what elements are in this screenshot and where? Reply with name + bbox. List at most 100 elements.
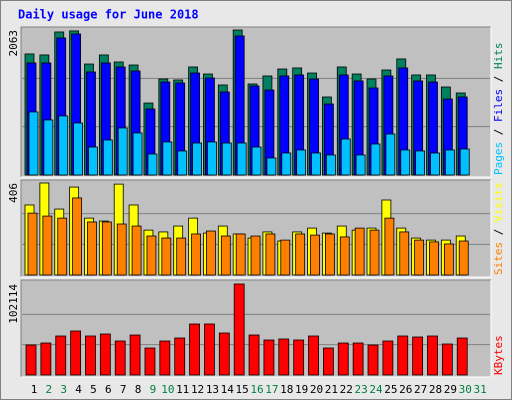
x-tick-label: 20: [310, 383, 323, 396]
x-tick-label: 25: [384, 383, 397, 396]
bar: [443, 243, 454, 276]
bar: [459, 148, 470, 176]
bar: [324, 233, 335, 276]
bar: [131, 225, 142, 276]
bar: [414, 239, 425, 276]
bar: [58, 115, 69, 176]
bar: [355, 154, 366, 176]
bar: [117, 127, 128, 176]
bar: [114, 340, 126, 376]
panel-shadow: [20, 26, 491, 177]
bar: [235, 233, 246, 276]
x-tick-label: 19: [295, 383, 308, 396]
bar: [43, 119, 54, 176]
bar: [101, 221, 112, 276]
bar: [189, 323, 200, 376]
bar: [27, 212, 38, 276]
bar: [250, 235, 261, 276]
bar: [116, 223, 127, 276]
bar: [266, 157, 277, 176]
x-tick-label: 5: [90, 383, 97, 396]
legend-entry: Pages: [492, 142, 505, 175]
bar: [206, 230, 216, 276]
x-tick-label: 16: [250, 383, 263, 396]
legend-entry: Sites: [492, 242, 505, 275]
bar: [385, 133, 396, 176]
bar: [444, 149, 455, 176]
legend-entry: Hits: [492, 43, 505, 70]
bar: [397, 335, 409, 376]
bar: [296, 149, 307, 176]
bar: [204, 323, 215, 376]
x-tick-label: 14: [221, 383, 235, 396]
bar: [382, 340, 394, 376]
x-tick-label: 23: [355, 383, 368, 396]
x-tick-label: 24: [369, 383, 383, 396]
bar: [322, 347, 334, 376]
x-tick-label: 17: [265, 383, 278, 396]
x-tick-label: 29: [444, 383, 457, 396]
x-tick-label: 4: [75, 383, 82, 396]
bar: [265, 233, 276, 276]
bar: [102, 139, 113, 176]
x-tick-label: 12: [191, 383, 204, 396]
bar: [87, 221, 97, 276]
bar: [177, 150, 188, 176]
x-tick-label: 7: [120, 383, 127, 396]
x-tick-label: 3: [60, 383, 67, 396]
bar: [220, 235, 231, 276]
bar: [73, 122, 84, 176]
panel-shadow: [20, 179, 491, 277]
bar: [42, 215, 53, 276]
bar: [415, 150, 426, 176]
x-tick-label: 2: [46, 383, 53, 396]
bar: [456, 337, 468, 376]
bar: [308, 335, 319, 376]
y-max-label: 2063: [7, 30, 20, 57]
x-tick-label: 22: [340, 383, 353, 396]
bar: [354, 227, 365, 276]
bar: [221, 142, 232, 176]
bar: [295, 233, 306, 276]
bar: [310, 234, 320, 276]
panel-light: [21, 280, 492, 378]
bar: [191, 233, 201, 276]
x-tick-label: 28: [429, 383, 442, 396]
bar: [325, 154, 336, 176]
bar: [144, 347, 156, 376]
bar: [429, 241, 439, 276]
bar: [441, 343, 453, 376]
bar: [55, 335, 67, 376]
panel-shadow: [20, 279, 491, 377]
bar: [430, 152, 440, 176]
legend-separator: /: [492, 222, 505, 242]
legend-separator: /: [492, 69, 505, 89]
bar: [159, 340, 171, 376]
bar: [147, 153, 158, 176]
bar: [280, 239, 291, 276]
bar: [293, 339, 305, 376]
bar: [28, 111, 39, 176]
panel-light: [21, 180, 492, 278]
bar: [340, 138, 351, 176]
x-tick-label: 15: [236, 383, 249, 396]
bar: [251, 146, 262, 176]
legend-entry: Files: [492, 89, 505, 122]
bar: [400, 149, 411, 176]
bar: [218, 332, 230, 376]
x-tick-label: 13: [206, 383, 219, 396]
x-tick-label: 1: [31, 383, 38, 396]
bar: [176, 237, 187, 276]
x-tick-label: 27: [414, 383, 427, 396]
bar: [70, 330, 82, 376]
bar: [399, 231, 410, 276]
bar: [278, 338, 290, 376]
x-tick-label: 11: [176, 383, 189, 396]
bar: [57, 217, 68, 276]
legend-entry: Visits: [492, 182, 505, 222]
bar: [207, 141, 217, 176]
x-tick-label: 6: [105, 383, 112, 396]
x-tick-label: 10: [161, 383, 174, 396]
